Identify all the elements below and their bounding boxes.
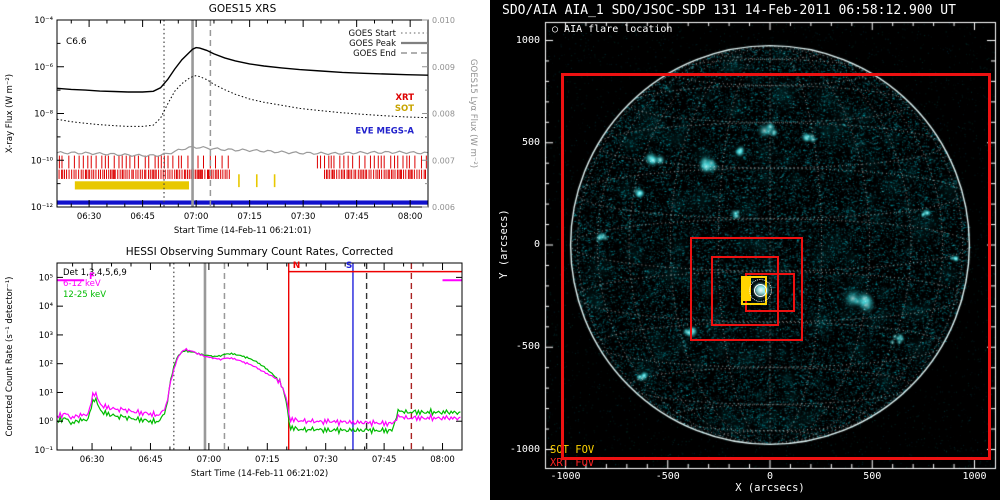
hessi-x-tick-label: 06:45 [138, 455, 163, 465]
sun-x-tick-label: 0 [766, 471, 774, 482]
goes-y2-tick-label: 0.006 [432, 203, 455, 212]
hessi-y-tick-label: 10⁵ [39, 273, 53, 283]
hessi-legend-label: Det 1,3,4,5,6,9 [63, 268, 127, 278]
hessi-legend-label: 12-25 keV [63, 290, 106, 300]
goes-x-tick-label: 07:00 [184, 212, 209, 222]
xrt-fov-label: XRT FOV [550, 457, 595, 469]
goes-x-tick-label: 06:30 [77, 212, 102, 222]
sot-fill-fov-box [743, 278, 751, 301]
sot-coverage-bar [74, 181, 189, 190]
hessi-x-tick-label: 06:30 [80, 455, 105, 465]
goes-long-channel-curve [56, 46, 429, 93]
hessi-count-rate-plot: 06:30 06:45 07:00 07:15 07:30 07:45 08:00 10⁵ 10… [5, 246, 463, 479]
goes-legend-label: GOES End [353, 49, 396, 59]
goes-short-channel-curve [56, 75, 429, 127]
red-a-fov-box [690, 236, 803, 342]
goes-y2-tick-label: 0.008 [432, 110, 455, 119]
goes-y2-tick-label: 0.007 [432, 156, 455, 165]
goes-x-tick-label: 07:30 [291, 212, 316, 222]
hessi-x-tick-label: 07:30 [313, 455, 338, 465]
sun-y-tick-label: -500 [515, 341, 540, 353]
sun-y-tick-label: -1000 [509, 443, 540, 455]
goes-x-axis-label: Start Time (14-Feb-11 06:21:01) [174, 226, 311, 236]
hessi-x-tick-label: 07:00 [197, 455, 222, 465]
sun-panel-title: SDO/AIA AIA_1 SDO/JSOC-SDP 131 14-Feb-20… [502, 3, 956, 18]
hessi-y-tick-label: 10¹ [39, 388, 53, 398]
hessi-y-tick-label: 10⁰ [39, 417, 54, 427]
goes-plot-title: GOES15 XRS [209, 3, 277, 15]
goes-x-tick-label: 07:15 [237, 212, 262, 222]
goes-x-tick-label: 08:00 [398, 212, 423, 222]
eve-megs-a-bar [57, 200, 428, 205]
sun-y-tick-label: 0 [533, 239, 540, 250]
xrt-dense-band [56, 169, 426, 179]
hessi-legend-label: 6-12 keV [63, 279, 101, 289]
hessi-y-tick-label: 10⁴ [39, 302, 54, 312]
goes-xrs-plot: 06:30 06:45 07:00 07:15 07:30 07:45 08:00 10⁻⁴ 1… [5, 3, 478, 236]
goes-y-tick-label: 10⁻⁶ [34, 63, 53, 73]
hessi-flag-letter-S: S [346, 261, 352, 271]
xrt-exposure-ticks [56, 155, 427, 169]
hessi-plot-frame [56, 262, 463, 451]
hessi-x-tick-label: 07:15 [255, 455, 280, 465]
hessi-y-axis-label: Corrected Count Rate (s⁻¹ detector⁻¹) [5, 277, 15, 437]
flare-legend-text: AIA flare location [558, 24, 673, 35]
goes-legend-label: GOES Start [348, 29, 396, 39]
xrt-full-fov-box [561, 73, 991, 460]
sun-x-tick-label: -1000 [550, 471, 581, 482]
hessi-x-tick-label: 07:45 [372, 455, 397, 465]
goes-y-tick-label: 10⁻¹⁰ [31, 156, 54, 166]
goes-y2-axis-label: GOES15 Lyα Flux (W m⁻²) [468, 59, 478, 168]
goes-x-tick-label: 06:45 [130, 212, 155, 222]
hessi-flag-letter-F: F [89, 272, 95, 282]
sun-y-tick-label: 500 [521, 136, 540, 148]
flare-marker-glyph: ○ [552, 24, 559, 35]
sot-extra-ticks [238, 174, 276, 188]
sdo-aia-panel: SDO/AIA AIA_1 SDO/JSOC-SDP 131 14-Feb-20… [490, 0, 1000, 500]
sun-x-axis-label: X (arcsecs) [735, 482, 805, 494]
sun-overlay: SDO/AIA AIA_1 SDO/JSOC-SDP 131 14-Feb-20… [490, 0, 1000, 500]
hessi-y-tick-label: 10³ [39, 331, 53, 341]
goes-lya-curve [56, 145, 429, 158]
hessi-curve-12-25kev [56, 349, 461, 436]
goes-instrument-label: EVE MEGS-A [355, 126, 414, 136]
sun-x-tick-label: -500 [655, 471, 680, 482]
hessi-flag-letter-N: N [293, 261, 301, 271]
goes-instrument-label: SOT [395, 104, 414, 114]
goes-y2-tick-label: 0.010 [432, 16, 455, 25]
flare-contour-ring [749, 278, 773, 302]
red-b-fov-box [710, 256, 780, 326]
goes-legend-label: GOES Peak [349, 39, 396, 49]
hessi-plot-title: HESSI Observing Summary Count Rates, Cor… [126, 246, 394, 258]
goes-y-tick-label: 10⁻⁸ [34, 110, 53, 120]
hessi-x-tick-label: 08:00 [430, 455, 455, 465]
goes-x-tick-label: 07:45 [344, 212, 369, 222]
hessi-y-tick-label: 10⁻¹ [34, 446, 53, 456]
goes-y-tick-label: 10⁻⁴ [34, 16, 53, 26]
goes-class-annotation: C6.6 [66, 37, 87, 47]
sun-y-tick-label: 1000 [515, 34, 540, 46]
goes-y-axis-label: X-ray Flux (W m⁻²) [5, 74, 15, 153]
sun-x-tick-label: 1000 [962, 471, 987, 482]
goes-y2-tick-label: 0.009 [432, 63, 455, 72]
hessi-x-axis-label: Start Time (14-Feb-11 06:21:02) [191, 469, 328, 479]
hessi-curve-6-12kev [56, 347, 461, 428]
hessi-y-tick-label: 10² [39, 360, 53, 370]
sun-image-canvas [490, 0, 1000, 500]
goes-y-tick-label: 10⁻¹² [31, 203, 53, 213]
flare-location-legend: ○ AIA flare location [552, 24, 672, 35]
sun-x-tick-label: 500 [863, 471, 882, 482]
goes-instrument-label: XRT [395, 93, 414, 103]
timeseries-column: 06:30 06:45 07:00 07:15 07:30 07:45 08:00 10⁻⁴ 1… [0, 0, 490, 500]
